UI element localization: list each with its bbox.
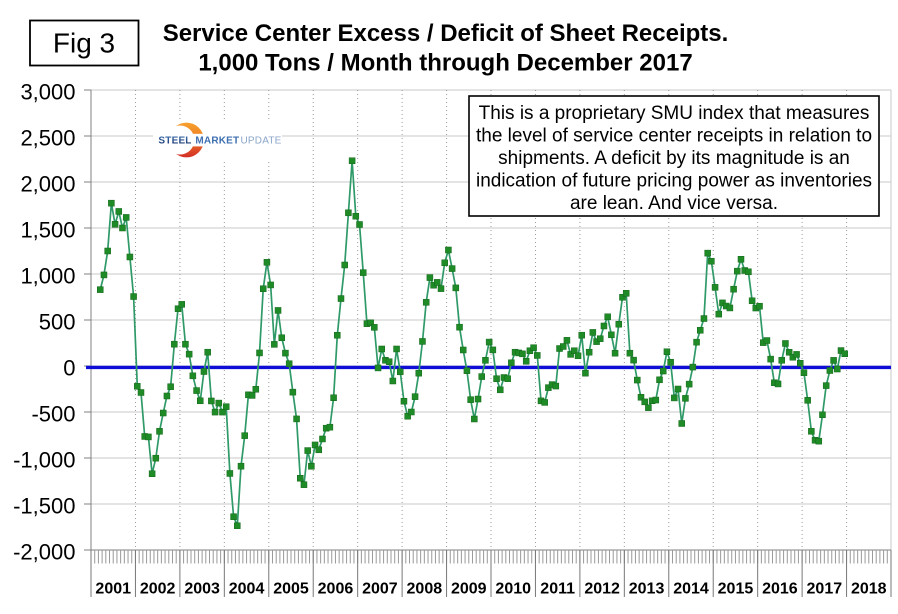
svg-text:0: 0 (63, 355, 75, 380)
svg-text:2012: 2012 (584, 581, 620, 598)
svg-text:are lean. And vice versa.: are lean. And vice versa. (570, 193, 778, 214)
svg-text:STEEL: STEEL (158, 136, 191, 147)
svg-text:2011: 2011 (540, 581, 575, 598)
svg-text:2007: 2007 (362, 581, 398, 598)
svg-text:2014: 2014 (673, 581, 709, 598)
svg-text:2010: 2010 (495, 581, 531, 598)
svg-text:2013: 2013 (629, 581, 665, 598)
svg-text:the level of service center re: the level of service center receipts in … (476, 126, 872, 147)
svg-text:500: 500 (39, 309, 76, 334)
svg-text:1,000: 1,000 (20, 263, 75, 288)
svg-text:This is a proprietary SMU inde: This is a proprietary SMU index that mea… (479, 103, 870, 124)
svg-text:2009: 2009 (451, 581, 487, 598)
svg-text:2004: 2004 (229, 581, 265, 598)
svg-text:2,500: 2,500 (20, 125, 75, 150)
svg-text:2002: 2002 (140, 581, 176, 598)
svg-text:UPDATE: UPDATE (241, 136, 282, 147)
svg-text:2008: 2008 (407, 581, 443, 598)
svg-text:3,000: 3,000 (20, 79, 75, 104)
svg-text:-1,500: -1,500 (13, 493, 75, 518)
svg-text:indication of future pricing p: indication of future pricing power as in… (476, 171, 872, 192)
svg-text:-1,000: -1,000 (13, 447, 75, 472)
svg-text:1,500: 1,500 (20, 217, 75, 242)
svg-text:2005: 2005 (273, 581, 309, 598)
svg-text:2006: 2006 (318, 581, 354, 598)
svg-text:2018: 2018 (851, 581, 887, 598)
svg-text:Service Center Excess / Defici: Service Center Excess / Deficit of Sheet… (163, 20, 729, 47)
svg-text:2001: 2001 (95, 581, 131, 598)
svg-text:-500: -500 (31, 401, 75, 426)
svg-text:2016: 2016 (762, 581, 798, 598)
svg-text:-2,000: -2,000 (13, 539, 75, 564)
svg-text:Fig 3: Fig 3 (53, 28, 115, 59)
svg-text:2015: 2015 (718, 581, 754, 598)
svg-text:1,000 Tons / Month through Dec: 1,000 Tons / Month through December 2017 (198, 49, 692, 76)
svg-text:2003: 2003 (184, 581, 220, 598)
svg-text:2017: 2017 (807, 581, 843, 598)
svg-text:shipments. A deficit by its ma: shipments. A deficit by its magnitude is… (498, 148, 850, 169)
svg-text:MARKET: MARKET (195, 136, 239, 147)
svg-text:2,000: 2,000 (20, 171, 75, 196)
